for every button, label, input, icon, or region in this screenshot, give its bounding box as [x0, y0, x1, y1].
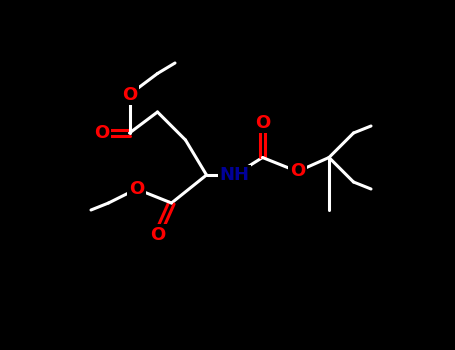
Text: O: O	[255, 113, 270, 132]
Text: O: O	[122, 85, 137, 104]
Text: O: O	[290, 162, 305, 181]
Text: O: O	[129, 180, 144, 198]
Text: NH: NH	[219, 166, 249, 184]
Text: O: O	[150, 225, 165, 244]
Text: O: O	[94, 124, 109, 142]
